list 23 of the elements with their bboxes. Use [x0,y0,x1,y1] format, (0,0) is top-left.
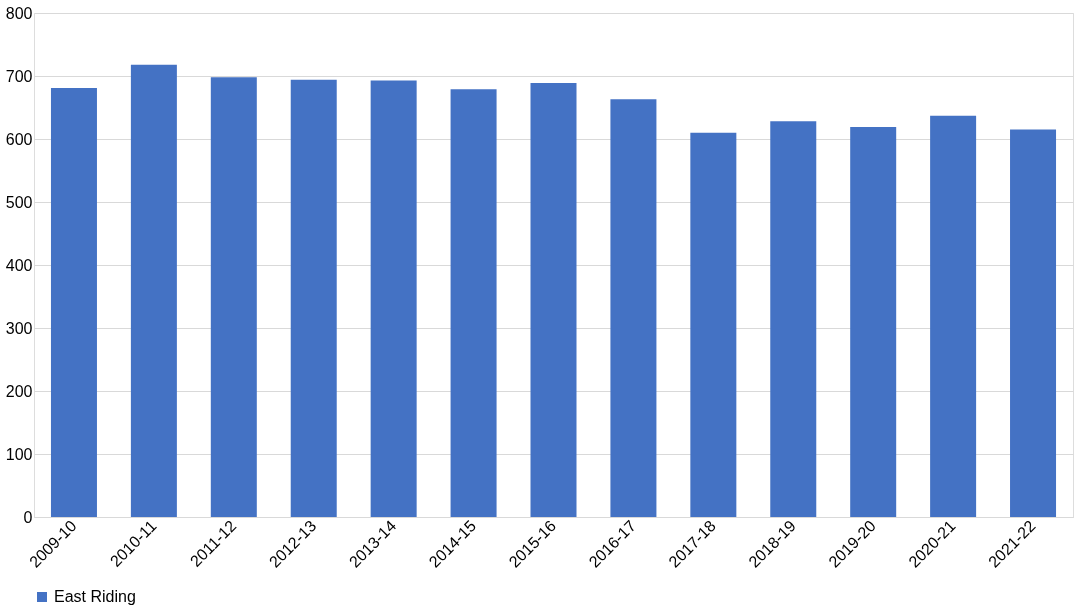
bar [930,115,977,517]
y-tick-label: 400 [5,256,33,274]
bar [1010,129,1057,517]
y-tick-label: 800 [5,4,33,22]
y-tick-label: 500 [5,193,33,211]
bar [450,89,497,517]
y-tick-label: 200 [5,382,33,400]
bar [290,79,337,517]
bar [850,127,897,517]
bar [610,99,657,517]
legend-label: East Riding [54,588,136,605]
bar [370,80,417,517]
y-tick-label: 100 [5,445,33,463]
bar [130,64,177,517]
y-tick-label: 0 [23,508,33,526]
y-tick-label: 700 [5,67,33,85]
bar [770,121,817,517]
bar [530,82,577,517]
bar [50,87,97,517]
y-tick-label: 600 [5,130,33,148]
bar [690,132,737,517]
bar [210,77,257,517]
y-tick-label: 300 [5,319,33,337]
